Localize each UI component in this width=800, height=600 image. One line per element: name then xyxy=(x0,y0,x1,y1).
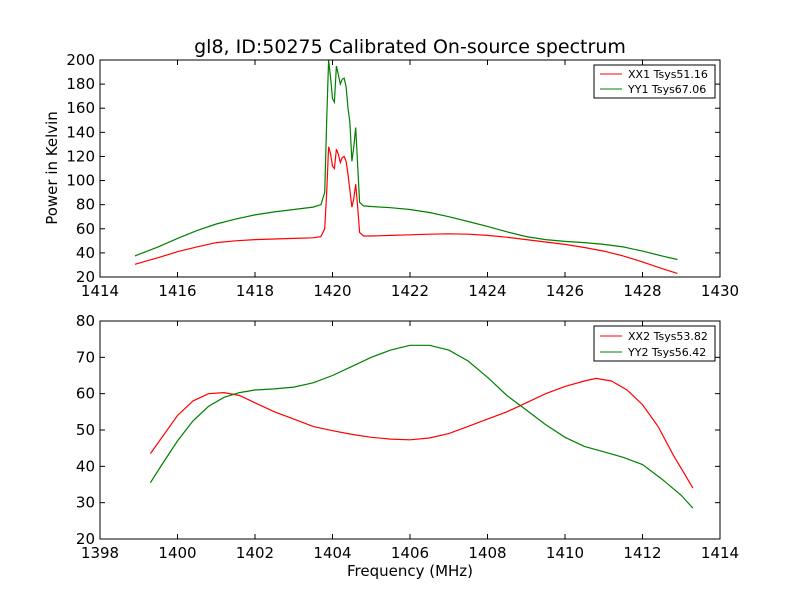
bottom-y-tick-label: 40 xyxy=(76,457,95,475)
top-x-tick-label: 1426 xyxy=(546,282,584,300)
bottom-series-line-0 xyxy=(149,377,694,489)
top-y-tick-label: 160 xyxy=(66,99,95,117)
top-y-tick-label: 20 xyxy=(76,268,95,286)
bottom-x-tick-label: 1408 xyxy=(468,544,506,562)
y-axis-label: Power in Kelvin xyxy=(43,111,61,225)
top-y-tick-label: 180 xyxy=(66,75,95,93)
bottom-series-lines xyxy=(149,344,694,509)
bottom-y-tick-label: 60 xyxy=(76,385,95,403)
top-y-tick-label: 40 xyxy=(76,244,95,262)
top-y-tick-label: 60 xyxy=(76,220,95,238)
legend-label-yy1: YY1 Tsys67.06 xyxy=(627,83,706,96)
top-y-tick-label: 80 xyxy=(76,196,95,214)
bottom-x-tick-label: 1414 xyxy=(701,544,739,562)
bottom-x-tick-label: 1410 xyxy=(546,544,584,562)
chart-title: gl8, ID:50275 Calibrated On-source spect… xyxy=(194,36,626,58)
bottom-y-tick-label: 70 xyxy=(76,348,95,366)
top-x-tick-label: 1430 xyxy=(701,282,739,300)
legend-label-xx1: XX1 Tsys51.16 xyxy=(628,68,708,81)
bottom-y-tick-label: 50 xyxy=(76,421,95,439)
top-spectrum-panel: gl8, ID:50275 Calibrated On-source spect… xyxy=(43,36,739,300)
top-x-tick-label: 1424 xyxy=(468,282,506,300)
top-x-tick-label: 1428 xyxy=(623,282,661,300)
bottom-x-tick-label: 1404 xyxy=(313,544,351,562)
bottom-x-tick-label: 1400 xyxy=(158,544,196,562)
top-y-tick-label: 140 xyxy=(66,123,95,141)
top-y-ticks: 20 40 60 80 100 120 140 160 180 200 xyxy=(66,51,720,286)
bottom-y-tick-label: 30 xyxy=(76,494,95,512)
legend-label-yy2: YY2 Tsys56.42 xyxy=(627,346,706,359)
top-x-tick-label: 1416 xyxy=(158,282,196,300)
top-x-ticks: 1414 1416 1418 1420 1422 1424 1426 1428 1430 xyxy=(81,60,739,300)
top-x-tick-label: 1414 xyxy=(81,282,119,300)
bottom-x-tick-label: 1402 xyxy=(236,544,274,562)
top-series-line-0 xyxy=(134,146,678,274)
top-x-tick-label: 1420 xyxy=(313,282,351,300)
top-legend: XX1 Tsys51.16 YY1 Tsys67.06 xyxy=(593,64,716,99)
bottom-y-ticks: 20 30 40 50 60 70 80 xyxy=(76,312,720,548)
x-axis-label: Frequency (MHz) xyxy=(347,562,473,580)
top-y-tick-label: 200 xyxy=(66,51,95,69)
bottom-x-tick-label: 1398 xyxy=(81,544,119,562)
top-y-tick-label: 120 xyxy=(66,147,95,165)
bottom-y-tick-label: 20 xyxy=(76,530,95,548)
bottom-y-tick-label: 80 xyxy=(76,312,95,330)
top-series-line-1 xyxy=(134,59,678,261)
bottom-x-tick-label: 1406 xyxy=(391,544,429,562)
bottom-spectrum-panel: 1398 1400 1402 1404 1406 1408 1410 1412 1414 20 3… xyxy=(76,312,739,580)
top-x-tick-label: 1422 xyxy=(391,282,429,300)
top-x-tick-label: 1418 xyxy=(236,282,274,300)
top-y-tick-label: 100 xyxy=(66,172,95,190)
bottom-x-ticks: 1398 1400 1402 1404 1406 1408 1410 1412 1414 xyxy=(81,321,739,562)
bottom-legend-box xyxy=(593,325,716,362)
top-series-lines xyxy=(134,59,678,274)
bottom-x-tick-label: 1412 xyxy=(623,544,661,562)
bottom-legend: XX2 Tsys53.82 YY2 Tsys56.42 xyxy=(593,325,716,362)
bottom-series-line-1 xyxy=(149,344,694,509)
legend-label-xx2: XX2 Tsys53.82 xyxy=(628,330,708,343)
top-legend-box xyxy=(593,64,716,99)
